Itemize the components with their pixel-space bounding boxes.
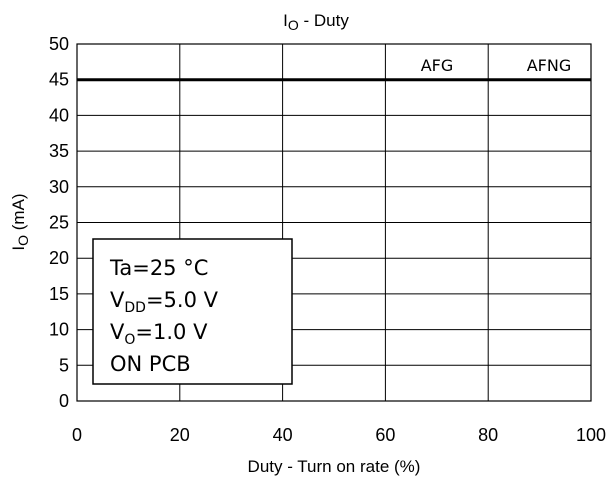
y-axis-label-sub: O — [15, 235, 31, 246]
conditions-box-frame — [92, 238, 293, 385]
y-tick-label: 0 — [59, 391, 69, 411]
x-tick-label: 80 — [478, 425, 498, 445]
condition-vdd-sub: DD — [124, 300, 146, 316]
x-tick-label: 40 — [273, 425, 293, 445]
condition-vdd-rest: =5.0 V — [146, 288, 219, 312]
condition-pcb: ON PCB — [110, 352, 191, 376]
condition-vdd-main: V — [110, 288, 125, 312]
y-tick-label: 35 — [49, 141, 69, 161]
tick-layer: 0 20 40 60 80 100 0 5 10 15 20 25 30 35 40 45 50 — [49, 34, 606, 445]
series-label-afng: AFNG — [527, 56, 572, 75]
chart-title: IO - Duty — [283, 11, 349, 33]
condition-vo: VO=1.0 V — [110, 320, 208, 348]
chart-title-main: I — [283, 11, 288, 30]
y-tick-label: 50 — [49, 34, 69, 54]
y-axis-label-main: I — [9, 246, 28, 251]
x-axis-label: Duty - Turn on rate (%) — [248, 457, 421, 476]
y-axis-label: IO (mA) — [9, 193, 31, 250]
x-tick-label: 0 — [72, 425, 82, 445]
x-tick-label: 20 — [170, 425, 190, 445]
y-tick-label: 25 — [49, 213, 69, 233]
y-tick-label: 45 — [49, 70, 69, 90]
condition-vo-rest: =1.0 V — [135, 320, 208, 344]
chart-title-rest: - Duty — [299, 11, 350, 30]
chart-title-sub: O — [288, 17, 299, 33]
plot-frame — [76, 43, 592, 402]
condition-vdd: VDD=5.0 V — [110, 288, 219, 316]
condition-temperature: Ta=25 °C — [109, 256, 208, 280]
series-label-afg: AFG — [421, 56, 454, 75]
x-tick-label: 100 — [576, 425, 606, 445]
y-tick-label: 40 — [49, 105, 69, 125]
y-tick-label: 5 — [59, 355, 69, 375]
condition-vo-main: V — [110, 320, 125, 344]
y-tick-label: 10 — [49, 320, 69, 340]
x-tick-label: 60 — [375, 425, 395, 445]
y-tick-label: 30 — [49, 177, 69, 197]
y-tick-label: 20 — [49, 248, 69, 268]
conditions-box: Ta=25 °C VDD=5.0 V VO=1.0 V ON PCB — [92, 238, 293, 385]
y-axis-label-rest: (mA) — [9, 193, 28, 235]
condition-vo-sub: O — [124, 332, 135, 348]
grid-layer — [76, 43, 592, 402]
y-tick-label: 15 — [49, 284, 69, 304]
